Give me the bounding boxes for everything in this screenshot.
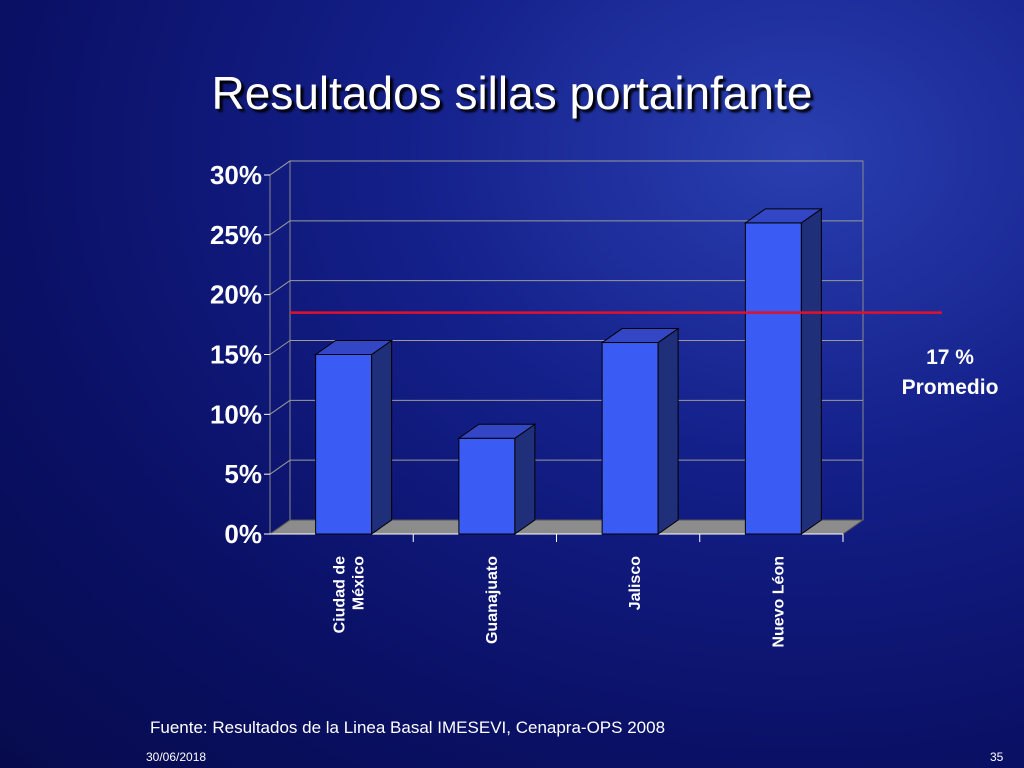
y-tick-label: 25% [210, 220, 262, 250]
bar-front [744, 222, 802, 535]
x-category-label: Guanajuato [484, 556, 501, 644]
source-note: Fuente: Resultados de la Linea Basal IME… [150, 718, 666, 737]
bar [600, 327, 680, 535]
gridline-side [269, 220, 291, 236]
gridline-side [269, 340, 291, 355]
gridline-side [269, 280, 291, 296]
bar-front [315, 354, 373, 535]
bar-top [600, 328, 680, 344]
bar-top [743, 208, 823, 224]
bar-top [314, 340, 394, 355]
bar-front [458, 437, 516, 535]
gridline-side [269, 160, 291, 176]
y-tick-label: 20% [210, 280, 262, 310]
bar [457, 423, 537, 535]
slide-title: Resultados sillas portainfante [211, 67, 813, 119]
bar-side [371, 339, 393, 535]
gridline-side [269, 399, 291, 415]
slide-date: 30/06/2018 [146, 750, 207, 764]
bar-side [657, 327, 679, 535]
bar [314, 339, 394, 535]
x-category-label: Nuevo Léon [770, 556, 787, 648]
bar [743, 207, 823, 535]
y-tick-label: 15% [210, 340, 262, 370]
average-label: 17 % Promedio [902, 346, 999, 399]
bar-side [800, 207, 822, 535]
bar-side [514, 423, 536, 535]
slide-page-number: 35 [990, 750, 1004, 764]
y-tick-label: 30% [210, 160, 262, 190]
x-category-label: Jalisco [627, 556, 644, 610]
x-category-label: Ciudad de México [332, 556, 368, 634]
gridline-side [269, 459, 291, 475]
bar-top [457, 423, 537, 439]
y-tick-label: 0% [224, 519, 262, 549]
bar-front [601, 342, 659, 535]
y-tick-label: 5% [224, 459, 262, 489]
y-tick-label: 10% [210, 399, 262, 429]
